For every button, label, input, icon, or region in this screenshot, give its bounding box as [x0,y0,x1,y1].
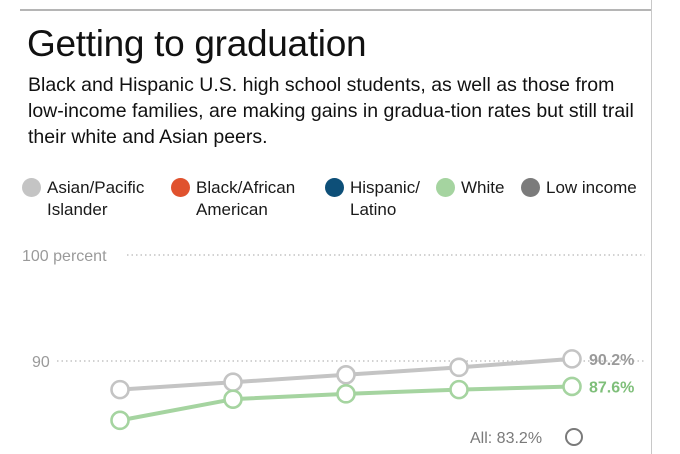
series-1-point-4 [562,376,582,397]
series-0-point-4 [562,349,582,369]
legend-item-white: White [436,177,504,199]
legend-item-asian: Asian/Pacific Islander [22,177,144,221]
series-1-end-label: 87.6% [589,379,634,396]
legend-swatch-hispanic [325,178,344,197]
legend-swatch-black [171,178,190,197]
annotation-all-label: All: 83.2% [470,430,542,447]
series-0-point-2 [336,364,356,385]
legend-swatch-white [436,178,455,197]
y-tick-label-0: 100 percent [22,248,107,265]
series-0-end-label: 90.2% [589,352,634,369]
legend: Asian/Pacific Islander Black/African Ame… [22,177,662,227]
top-rule [20,9,651,11]
grid-layer: 100 percent 90 [22,248,645,371]
right-rule [651,0,652,454]
label-layer: 90.2% 87.6% All: 83.2% [470,352,634,447]
legend-label-low-income: Low income [546,178,637,197]
annotation-all-marker [565,428,583,446]
y-tick-label-1: 90 [32,354,50,371]
legend-label-black: Black/African American [196,178,296,219]
legend-swatch-asian [22,178,41,197]
series-0-point-0 [110,379,130,400]
series-1-point-2 [336,384,356,404]
series-1-point-3 [449,379,469,400]
legend-item-low-income: Low income [521,177,637,199]
legend-item-hispanic: Hispanic/ Latino [325,177,420,221]
series-0-point-3 [449,357,469,378]
chart-title: Getting to graduation [27,23,367,64]
series-1-point-0 [110,410,130,431]
chart-subtitle: Black and Hispanic U.S. high school stud… [28,74,634,148]
series-layer [110,349,582,431]
legend-label-white: White [461,178,505,197]
series-0-point-1 [223,372,243,393]
legend-label-hispanic: Hispanic/ Latino [350,178,420,219]
legend-swatch-low-income [521,178,540,197]
legend-label-asian: Asian/Pacific Islander [47,178,145,219]
series-1-point-1 [223,389,243,409]
legend-item-black: Black/African American [171,177,295,221]
